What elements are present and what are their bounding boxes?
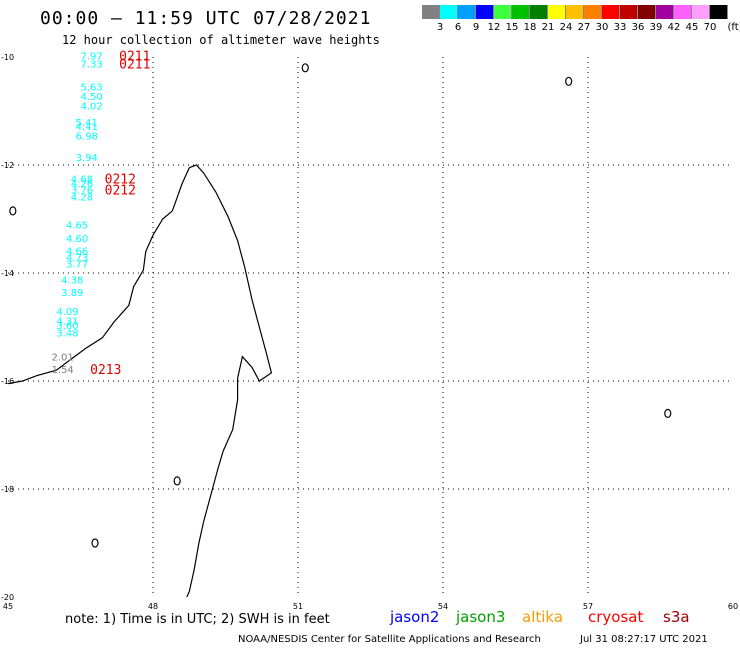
wave-height-value: 4.38 (61, 275, 83, 286)
wave-height-value: 4.28 (71, 192, 93, 203)
legend-label: 18 (523, 22, 537, 33)
lon-tick-label: 54 (438, 602, 448, 611)
legend-swatch (638, 5, 656, 19)
wave-height-value: 2.01 (52, 353, 74, 364)
pass-time-label: 0212 (105, 183, 136, 198)
legend-label: 9 (472, 22, 480, 33)
legend-label: 45 (685, 22, 699, 33)
wave-height-value: 4.02 (81, 102, 103, 113)
legend-swatch (692, 5, 710, 19)
wave-height-value: 4.26 (71, 179, 93, 190)
wave-height-value: 1.54 (52, 365, 74, 376)
lon-tick-label: 60 (728, 602, 738, 611)
legend-swatch (476, 5, 494, 19)
wave-height-value: 3.60 (56, 321, 78, 332)
lon-tick-label: 57 (583, 602, 593, 611)
lat-tick-label: -10 (1, 53, 14, 62)
satellite-jason2: jason2 (390, 608, 440, 626)
wave-height-value: 3.77 (66, 259, 88, 270)
legend-swatch (494, 5, 512, 19)
wave-height-value: 4.73 (66, 253, 88, 264)
lat-tick-label: -12 (1, 161, 14, 170)
legend-swatch (710, 5, 728, 19)
map-subtitle: 12 hour collection of altimeter wave hei… (62, 33, 380, 47)
lon-tick-label: 48 (148, 602, 158, 611)
satellite-altika: altika (522, 608, 564, 626)
credit-text: NOAA/NESDIS Center for Satellite Applica… (238, 634, 541, 645)
legend-label: 70 (703, 22, 717, 33)
wave-height-value: 6.98 (76, 131, 98, 142)
legend-swatch (674, 5, 692, 19)
wave-height-value: 4.66 (66, 246, 88, 257)
legend-swatch (656, 5, 674, 19)
legend-unit: (ft) (727, 22, 740, 33)
map-title: 00:00 – 11:59 UTC 07/28/2021 (40, 8, 372, 29)
legend-label: 15 (505, 22, 519, 33)
legend-label: 33 (613, 22, 627, 33)
satellite-jason3: jason3 (456, 608, 506, 626)
wave-height-value: 4.41 (76, 122, 98, 133)
wave-height-value: 4.50 (81, 92, 103, 103)
wave-height-value: 4.31 (56, 317, 78, 328)
island-outline (565, 76, 573, 86)
wave-height-value: 3.48 (56, 328, 78, 339)
coastline-west (7, 167, 190, 385)
generated-timestamp: Jul 31 08:27:17 UTC 2021 (580, 634, 708, 645)
legend-swatch (548, 5, 566, 19)
legend-label: 3 (436, 22, 444, 33)
wave-height-value: 5.63 (81, 83, 103, 94)
wave-height-value: 4.09 (56, 307, 78, 318)
wave-height-value: 5.41 (76, 118, 98, 129)
wave-height-value: 4.60 (66, 234, 88, 245)
legend-swatch (458, 5, 476, 19)
island-outline (301, 63, 309, 73)
footer-note: note: 1) Time is in UTC; 2) SWH is in fe… (65, 612, 330, 627)
pass-time-label: 0213 (90, 363, 121, 378)
lat-tick-label: -20 (1, 593, 14, 602)
wave-height-value: 4.68 (71, 175, 93, 186)
satellite-s3a: s3a (663, 608, 690, 626)
legend-label: 24 (559, 22, 573, 33)
legend-swatch (566, 5, 584, 19)
island-outline (9, 206, 17, 216)
legend-swatch (530, 5, 548, 19)
legend-swatch (440, 5, 458, 19)
legend-swatch (512, 5, 530, 19)
satellite-cryosat: cryosat (588, 608, 644, 626)
wave-height-value: 3.94 (76, 153, 98, 164)
island-outline (664, 408, 672, 418)
wave-height-value: 3.89 (61, 288, 83, 299)
legend-label: 12 (487, 22, 501, 33)
lon-tick-label: 51 (293, 602, 303, 611)
pass-time-label: 0211 (119, 57, 150, 72)
legend-swatch (620, 5, 638, 19)
legend-label: 27 (577, 22, 591, 33)
legend-swatch (584, 5, 602, 19)
lat-tick-label: -18 (1, 485, 14, 494)
legend-label: 6 (454, 22, 462, 33)
legend-label: 42 (667, 22, 681, 33)
wave-height-value: 7.97 (81, 51, 103, 62)
lon-tick-label: 45 (3, 602, 13, 611)
pass-time-label: 0212 (105, 173, 136, 188)
island-outline (91, 538, 99, 548)
legend-label: 39 (649, 22, 663, 33)
wave-height-value: 7.33 (81, 59, 103, 70)
wave-height-value: 4.65 (66, 220, 88, 231)
legend-swatch (422, 5, 440, 19)
lat-tick-label: -14 (1, 269, 14, 278)
pass-time-label: 0211 (119, 49, 150, 64)
wave-height-value: 3.76 (71, 185, 93, 196)
legend-label: 21 (541, 22, 555, 33)
coastline-east (186, 164, 273, 598)
legend-swatch (602, 5, 620, 19)
legend-label: 30 (595, 22, 609, 33)
lat-tick-label: -16 (1, 377, 14, 386)
island-outline (173, 476, 181, 486)
legend-label: 36 (631, 22, 645, 33)
